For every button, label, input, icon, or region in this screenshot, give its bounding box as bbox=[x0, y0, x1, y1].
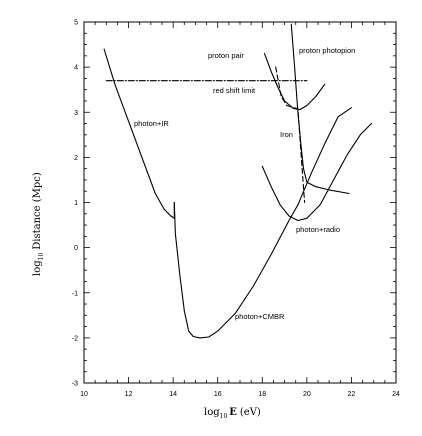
y-tick-label: 2 bbox=[74, 155, 78, 162]
y-tick-label: 4 bbox=[74, 65, 78, 72]
annotation-iron: Iron bbox=[280, 130, 293, 139]
x-tick-labels: 10 12 14 16 18 20 22 24 bbox=[80, 391, 400, 398]
y-tick-label: 5 bbox=[74, 20, 78, 27]
y-axis-title: log10Distance (Mpc) bbox=[32, 172, 45, 276]
annotation-proton-pair: proton pair bbox=[208, 51, 244, 60]
x-tick-label: 24 bbox=[392, 391, 400, 398]
x-tick-label: 16 bbox=[214, 391, 222, 398]
annotation-photon-cmbr: photon+CMBR bbox=[235, 312, 285, 321]
y-tick-label: -2 bbox=[72, 335, 78, 342]
x-tick-label: 22 bbox=[348, 391, 356, 398]
y-tick-labels: -3 -2 -1 0 1 2 3 4 5 bbox=[72, 20, 78, 388]
y-tick-label: -1 bbox=[72, 290, 78, 297]
x-tick-label: 18 bbox=[258, 391, 266, 398]
y-tick-label: 3 bbox=[74, 110, 78, 117]
x-axis-title: log10 E (eV) bbox=[204, 407, 261, 420]
series-line-iron bbox=[275, 66, 306, 204]
series-line-photon-cmbr bbox=[173, 107, 352, 339]
data-series bbox=[103, 23, 373, 339]
series-line-proton-pair bbox=[263, 53, 326, 111]
y-tick-label: 1 bbox=[74, 200, 78, 207]
y-tick-label: -3 bbox=[72, 381, 78, 388]
x-tick-label: 20 bbox=[303, 391, 311, 398]
annotation-red-shift-limit: red shift limit bbox=[213, 86, 256, 95]
series-line-photon-radio bbox=[261, 122, 373, 222]
y-tick-label: 0 bbox=[74, 245, 78, 252]
annotation-photon-radio: photon+radio bbox=[296, 225, 340, 234]
annotation-proton-photopion: proton photopion bbox=[299, 46, 355, 55]
plot-frame bbox=[83, 21, 397, 384]
x-tick-label: 12 bbox=[125, 391, 133, 398]
annotation-photon-ir: photon+IR bbox=[134, 119, 169, 128]
axis-ticks bbox=[83, 21, 397, 384]
series-line-photon-ir bbox=[103, 48, 175, 219]
x-tick-label: 14 bbox=[169, 391, 177, 398]
series-line-proton-photopion bbox=[290, 23, 350, 195]
x-tick-label: 10 bbox=[80, 391, 88, 398]
